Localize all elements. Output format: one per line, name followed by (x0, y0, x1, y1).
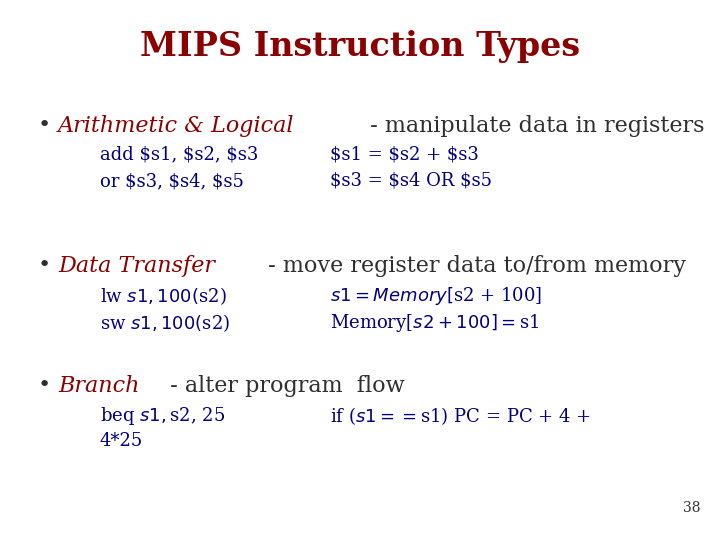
Text: lw $s1, 100($s2): lw $s1, 100($s2) (100, 285, 227, 307)
Text: •: • (38, 115, 51, 135)
Text: $s1 = Memory[$s2 + 100]: $s1 = Memory[$s2 + 100] (330, 285, 542, 307)
Text: 38: 38 (683, 501, 700, 515)
Text: 4*25: 4*25 (100, 432, 143, 450)
Text: •: • (38, 255, 51, 275)
Text: Memory[$s2 + 100] = $s1: Memory[$s2 + 100] = $s1 (330, 312, 539, 334)
Text: if ($s1==$s1) PC = PC + 4 +: if ($s1==$s1) PC = PC + 4 + (330, 405, 590, 427)
Text: Data Transfer: Data Transfer (58, 255, 215, 277)
Text: beq $s1, $s2, 25: beq $s1, $s2, 25 (100, 405, 225, 427)
Text: sw $s1, 100($s2): sw $s1, 100($s2) (100, 312, 230, 334)
Text: MIPS Instruction Types: MIPS Instruction Types (140, 30, 580, 63)
Text: Branch: Branch (58, 375, 140, 397)
Text: - manipulate data in registers: - manipulate data in registers (363, 115, 705, 137)
Text: or $s3, $s4, $s5: or $s3, $s4, $s5 (100, 172, 244, 190)
Text: $s1 = $s2 + $s3: $s1 = $s2 + $s3 (330, 145, 479, 163)
Text: $s3 = $s4 OR $s5: $s3 = $s4 OR $s5 (330, 172, 492, 190)
Text: - alter program  flow: - alter program flow (163, 375, 405, 397)
Text: •: • (38, 375, 51, 395)
Text: add $s1, $s2, $s3: add $s1, $s2, $s3 (100, 145, 258, 163)
Text: Arithmetic & Logical: Arithmetic & Logical (58, 115, 294, 137)
Text: - move register data to/from memory: - move register data to/from memory (261, 255, 685, 277)
